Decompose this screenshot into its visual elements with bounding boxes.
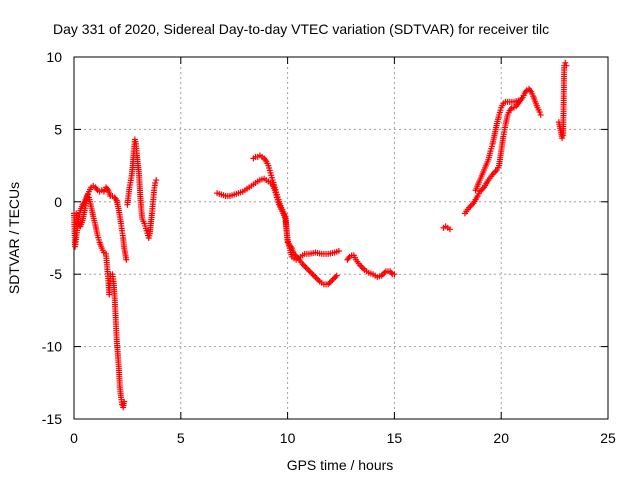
plot-frame (73, 56, 609, 420)
data-point (388, 269, 395, 276)
series-segment-3 (124, 136, 160, 241)
x-axis-label: GPS time / hours (287, 457, 394, 473)
x-tick-labels: 0 5 10 15 20 25 (70, 430, 616, 446)
data-point (93, 185, 100, 192)
y-axis-label: SDTVAR / TECUs (6, 182, 22, 294)
data-point (308, 269, 315, 276)
axis-ticks (73, 56, 609, 420)
data-point (303, 265, 310, 272)
y-tick-label: 0 (54, 194, 62, 210)
data-point (121, 398, 128, 405)
data-point (537, 111, 544, 118)
data-point (562, 59, 569, 66)
data-point (313, 275, 320, 282)
x-tick-label: 15 (387, 430, 403, 446)
data-point (315, 276, 322, 283)
data-point (536, 109, 543, 116)
data-point (391, 271, 398, 278)
data-point (329, 276, 336, 283)
data-point (515, 97, 522, 104)
series-segment-2 (73, 191, 128, 411)
data-point (84, 191, 91, 198)
data-point (563, 62, 570, 69)
data-point (152, 179, 159, 186)
data-point (305, 266, 312, 273)
data-point (467, 203, 474, 210)
series-segment-10 (555, 59, 570, 142)
series-segment-5 (250, 152, 342, 263)
series-segment-6 (344, 252, 398, 281)
x-tick-label: 0 (70, 430, 78, 446)
y-tick-label: 10 (46, 49, 62, 65)
data-point (360, 265, 367, 272)
data-point (312, 274, 319, 281)
data-point (302, 263, 309, 270)
series-segment-7 (440, 223, 453, 233)
data-point (333, 272, 340, 279)
data-point (123, 256, 130, 263)
data-point (330, 275, 337, 282)
data-point (559, 135, 566, 142)
x-tick-label: 5 (177, 430, 185, 446)
grid-lines (74, 57, 608, 419)
y-tick-label: 5 (54, 121, 62, 137)
chart-title: Day 331 of 2020, Sidereal Day-to-day VTE… (53, 21, 549, 37)
data-point (491, 169, 498, 176)
data-point (328, 278, 335, 285)
series-segment-9 (472, 97, 522, 194)
data-point (326, 279, 333, 286)
x-tick-label: 20 (493, 430, 509, 446)
data-point (358, 263, 365, 270)
data-point (345, 255, 352, 262)
y-tick-label: -15 (42, 411, 62, 427)
data-point (306, 268, 313, 275)
y-tick-label: -10 (42, 339, 62, 355)
data-point (446, 226, 453, 233)
x-tick-label: 25 (600, 430, 616, 446)
data-point (153, 177, 160, 184)
data-point (300, 262, 307, 269)
data-point (335, 248, 342, 255)
series-segment-1 (71, 182, 130, 263)
data-points (71, 59, 570, 411)
data-point (381, 269, 388, 276)
y-tick-labels: -15 -10 -5 0 5 10 (42, 49, 62, 427)
data-point (112, 195, 119, 202)
x-tick-label: 10 (280, 430, 296, 446)
data-point (309, 271, 316, 278)
data-point (332, 274, 339, 281)
y-tick-label: -5 (50, 266, 63, 282)
data-point (310, 272, 317, 279)
